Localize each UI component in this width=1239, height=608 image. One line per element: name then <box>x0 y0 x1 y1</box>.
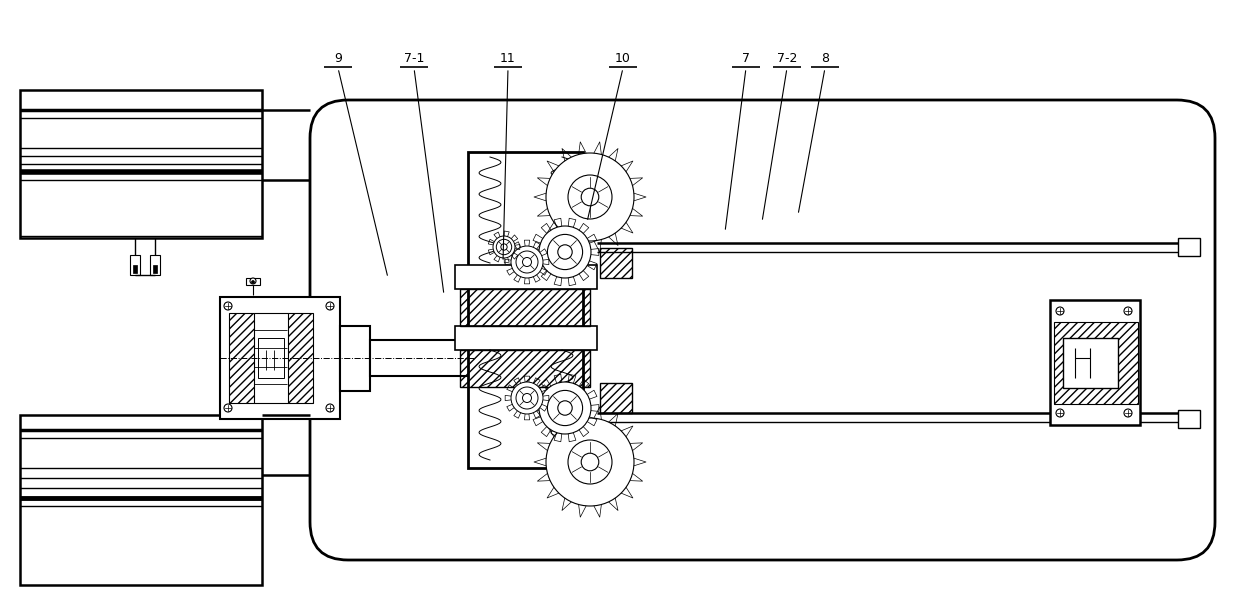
Bar <box>221 297 339 419</box>
Bar <box>339 326 370 391</box>
Circle shape <box>558 401 572 415</box>
Bar <box>600 383 632 413</box>
Circle shape <box>501 244 507 250</box>
Circle shape <box>1056 409 1064 417</box>
Circle shape <box>224 302 232 310</box>
Bar <box>460 350 590 387</box>
Circle shape <box>548 390 582 426</box>
Bar <box>20 415 261 585</box>
Text: 8: 8 <box>821 52 829 65</box>
Text: 7-1: 7-1 <box>404 52 424 65</box>
Bar <box>1049 300 1140 425</box>
Bar <box>1054 322 1137 404</box>
Circle shape <box>326 302 335 310</box>
Circle shape <box>523 258 532 266</box>
Circle shape <box>558 245 572 259</box>
Bar <box>460 289 590 326</box>
Circle shape <box>539 382 591 434</box>
Bar <box>152 265 157 273</box>
Circle shape <box>515 251 538 273</box>
Bar <box>1063 338 1118 388</box>
Text: 7: 7 <box>742 52 750 65</box>
Bar <box>455 326 597 350</box>
Circle shape <box>567 175 612 219</box>
Circle shape <box>510 382 543 414</box>
Text: 9: 9 <box>335 52 342 65</box>
Circle shape <box>581 453 598 471</box>
Circle shape <box>497 240 512 255</box>
Circle shape <box>546 418 634 506</box>
Text: 11: 11 <box>501 52 515 65</box>
Text: 7-2: 7-2 <box>777 52 797 65</box>
Circle shape <box>493 236 515 258</box>
Circle shape <box>539 226 591 278</box>
Bar <box>455 265 597 289</box>
Bar <box>133 265 138 273</box>
Circle shape <box>510 246 543 278</box>
Bar <box>600 248 632 278</box>
Circle shape <box>1056 307 1064 315</box>
Bar <box>229 313 254 403</box>
Circle shape <box>581 188 598 206</box>
Bar <box>130 255 140 275</box>
Bar <box>150 255 160 275</box>
Bar <box>258 338 284 378</box>
Bar <box>468 152 584 468</box>
Text: 10: 10 <box>615 52 631 65</box>
Bar <box>1178 410 1201 428</box>
Circle shape <box>567 440 612 484</box>
Bar <box>20 90 261 238</box>
Circle shape <box>250 278 256 284</box>
Circle shape <box>1124 307 1132 315</box>
Circle shape <box>523 393 532 402</box>
Circle shape <box>224 404 232 412</box>
Circle shape <box>1124 409 1132 417</box>
Circle shape <box>546 153 634 241</box>
Circle shape <box>515 387 538 409</box>
Bar <box>287 313 313 403</box>
Bar <box>247 278 260 285</box>
Circle shape <box>548 235 582 269</box>
Circle shape <box>326 404 335 412</box>
Bar <box>1178 238 1201 256</box>
Bar <box>370 340 475 376</box>
Circle shape <box>252 280 254 283</box>
